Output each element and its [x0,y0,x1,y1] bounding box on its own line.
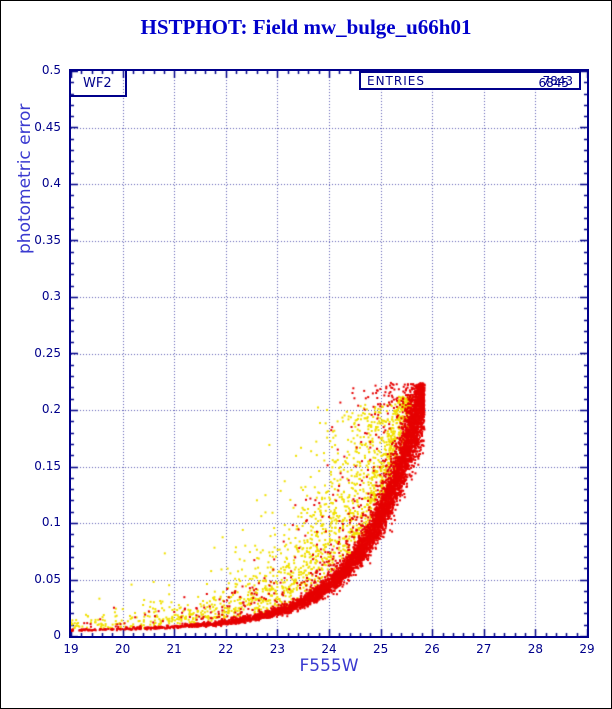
camera-label: WF2 [83,75,112,91]
entries-label: ENTRIES [367,74,425,88]
y-tick-label: 0.25 [34,345,61,360]
x-tick-label: 29 [579,642,595,656]
x-tick-label: 28 [527,642,544,656]
x-tick-label: 20 [114,642,131,656]
plot-frame: WF2 ENTRIES 6845 7843 [69,69,589,638]
x-tick-label: 23 [269,642,286,656]
x-tick-label: 21 [166,642,182,656]
x-axis-title: F555W [299,656,359,676]
x-tick-label: 26 [424,642,440,656]
x-tick-label: 22 [218,642,234,656]
page-title: HSTPHOT: Field mw_bulge_u66h01 [140,15,472,39]
x-tick-label: 25 [372,642,389,656]
x-tick-label: 24 [321,642,337,656]
entries-count-red: 7843 [542,74,573,88]
scatter-plot-canvas [71,71,587,636]
y-tick-label: 0.3 [41,289,61,303]
y-tick-label: 0.45 [34,119,61,134]
x-tick-label: 27 [476,642,492,656]
entries-box: ENTRIES 6845 7843 [359,71,581,90]
y-tick-label: 0.35 [34,232,61,247]
y-tick-label: 0.15 [34,458,61,473]
y-tick-label: 0.2 [41,402,61,416]
y-tick-label: 0.05 [34,571,61,586]
x-tick-label: 19 [63,642,79,656]
y-tick-label: 0.4 [41,176,61,190]
y-tick-label: 0.1 [41,515,61,529]
camera-label-box: WF2 [71,71,127,97]
y-tick-label: 0.5 [41,63,61,77]
entries-values: 6845 7843 [505,73,575,90]
y-tick-label: 0 [53,628,61,642]
entries-count-yellow: 6845 [538,76,569,90]
